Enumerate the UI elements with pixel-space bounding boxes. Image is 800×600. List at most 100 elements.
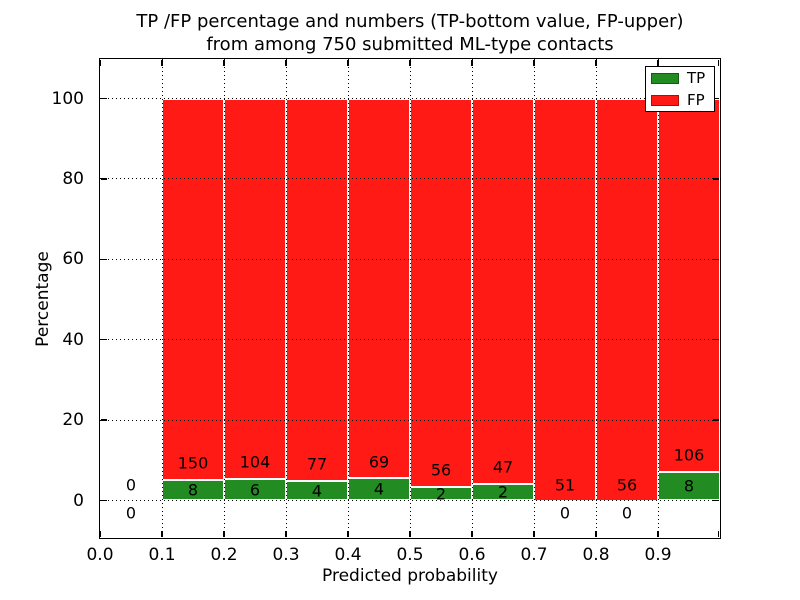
fp-bar-segment bbox=[224, 98, 286, 479]
chart-title-line2: from among 750 submitted ML-type contact… bbox=[206, 34, 614, 55]
y-tick-mark bbox=[101, 258, 107, 261]
x-gridline bbox=[347, 59, 349, 538]
fp-bar-segment bbox=[286, 98, 348, 481]
plot-area: 0 0 150 8 104 6 77 4 69 4 56 2 47 2 51 0 56 0 106 8 bbox=[99, 58, 721, 539]
fp-bar-segment bbox=[410, 98, 472, 487]
fp-count-label: 69 bbox=[368, 452, 390, 472]
fp-count-label: 150 bbox=[177, 453, 209, 473]
x-gridline bbox=[595, 59, 597, 538]
x-tick-mark bbox=[471, 60, 473, 66]
x-axis-tick-label: 0.7 bbox=[520, 545, 548, 565]
legend: TP FP bbox=[645, 66, 715, 112]
x-tick-mark bbox=[657, 60, 659, 66]
fp-count-label: 47 bbox=[492, 457, 514, 477]
fp-bar-segment bbox=[596, 98, 658, 501]
x-tick-mark bbox=[285, 60, 287, 66]
x-axis-title: Predicted probability bbox=[322, 566, 498, 586]
x-tick-mark bbox=[717, 60, 720, 66]
x-tick-mark bbox=[409, 60, 411, 66]
tp-count-label: 4 bbox=[311, 481, 323, 501]
y-axis-tick-label: 0 bbox=[73, 490, 84, 511]
legend-label-tp: TP bbox=[687, 68, 706, 87]
x-tick-mark bbox=[595, 531, 597, 537]
x-tick-mark bbox=[223, 531, 225, 537]
y-tick-mark bbox=[713, 258, 719, 261]
fp-count-label: 56 bbox=[616, 475, 638, 495]
legend-item-fp: FP bbox=[651, 90, 709, 109]
y-tick-mark bbox=[101, 338, 107, 341]
y-axis-tick-label: 60 bbox=[62, 249, 84, 270]
x-axis-tick-label: 0.2 bbox=[210, 545, 238, 565]
y-tick-mark bbox=[713, 419, 719, 421]
tp-count-label: 4 bbox=[373, 479, 385, 499]
y-tick-mark bbox=[713, 178, 719, 180]
x-tick-mark bbox=[99, 531, 101, 537]
legend-swatch-fp bbox=[651, 94, 679, 106]
x-gridline bbox=[285, 59, 287, 538]
y-tick-mark bbox=[101, 499, 107, 502]
x-tick-mark bbox=[471, 531, 473, 537]
fp-bar-segment bbox=[162, 98, 224, 481]
x-gridline bbox=[471, 59, 473, 538]
y-axis-tick-label: 40 bbox=[62, 329, 84, 350]
fp-bar-segment bbox=[534, 98, 596, 501]
tp-count-label: 2 bbox=[435, 484, 447, 504]
legend-swatch-tp bbox=[651, 72, 679, 84]
x-axis-tick-label: 0.6 bbox=[458, 545, 486, 565]
x-tick-mark bbox=[533, 531, 535, 537]
x-tick-mark bbox=[223, 60, 225, 66]
fp-count-label: 56 bbox=[430, 460, 452, 480]
y-tick-mark bbox=[101, 97, 107, 100]
x-tick-mark bbox=[99, 60, 101, 66]
x-tick-mark bbox=[409, 531, 411, 537]
y-tick-mark bbox=[713, 97, 719, 100]
x-tick-mark bbox=[161, 60, 163, 66]
chart-title: TP /FP percentage and numbers (TP-bottom… bbox=[100, 10, 720, 56]
x-axis-tick-label: 0.8 bbox=[582, 545, 610, 565]
tp-count-label: 0 bbox=[125, 503, 137, 523]
tp-count-label: 8 bbox=[187, 480, 199, 500]
fp-bar-segment bbox=[472, 98, 534, 485]
y-axis-tick-label: 20 bbox=[62, 410, 84, 431]
x-axis-tick-label: 0.4 bbox=[334, 545, 362, 565]
x-tick-mark bbox=[717, 531, 720, 537]
x-gridline bbox=[161, 59, 163, 538]
tp-count-label: 0 bbox=[621, 503, 633, 523]
x-tick-mark bbox=[533, 60, 535, 66]
y-tick-mark bbox=[101, 178, 107, 180]
y-axis-tick-label: 80 bbox=[62, 168, 84, 189]
x-gridline bbox=[533, 59, 535, 538]
fp-count-label: 106 bbox=[673, 445, 705, 465]
fp-count-label: 104 bbox=[239, 452, 271, 472]
x-tick-mark bbox=[161, 531, 163, 537]
fp-count-label: 51 bbox=[554, 475, 576, 495]
x-tick-mark bbox=[595, 60, 597, 66]
y-tick-mark bbox=[713, 338, 719, 341]
x-axis-tick-label: 0.1 bbox=[148, 545, 176, 565]
y-axis-tick-label: 100 bbox=[51, 88, 84, 109]
fp-bar-segment bbox=[348, 98, 410, 479]
x-tick-mark bbox=[285, 531, 287, 537]
legend-label-fp: FP bbox=[687, 90, 705, 109]
tp-bar-segment bbox=[658, 472, 720, 501]
x-tick-mark bbox=[347, 531, 349, 537]
x-gridline bbox=[657, 59, 659, 538]
x-axis-tick-label: 0.3 bbox=[272, 545, 300, 565]
chart-title-line1: TP /FP percentage and numbers (TP-bottom… bbox=[136, 11, 684, 32]
tp-count-label: 2 bbox=[497, 482, 509, 502]
x-axis-tick-label: 0.5 bbox=[396, 545, 424, 565]
x-tick-mark bbox=[347, 60, 349, 66]
y-tick-mark bbox=[713, 499, 719, 502]
tp-count-label: 6 bbox=[249, 480, 261, 500]
fp-count-label: 0 bbox=[125, 475, 137, 495]
legend-item-tp: TP bbox=[651, 68, 709, 87]
y-tick-mark bbox=[101, 419, 107, 421]
x-axis-tick-label: 0.0 bbox=[86, 545, 114, 565]
fp-count-label: 77 bbox=[306, 454, 328, 474]
tp-count-label: 0 bbox=[559, 503, 571, 523]
x-tick-mark bbox=[657, 531, 659, 537]
x-axis-tick-label: 0.9 bbox=[644, 545, 672, 565]
x-gridline bbox=[409, 59, 411, 538]
x-gridline bbox=[223, 59, 225, 538]
